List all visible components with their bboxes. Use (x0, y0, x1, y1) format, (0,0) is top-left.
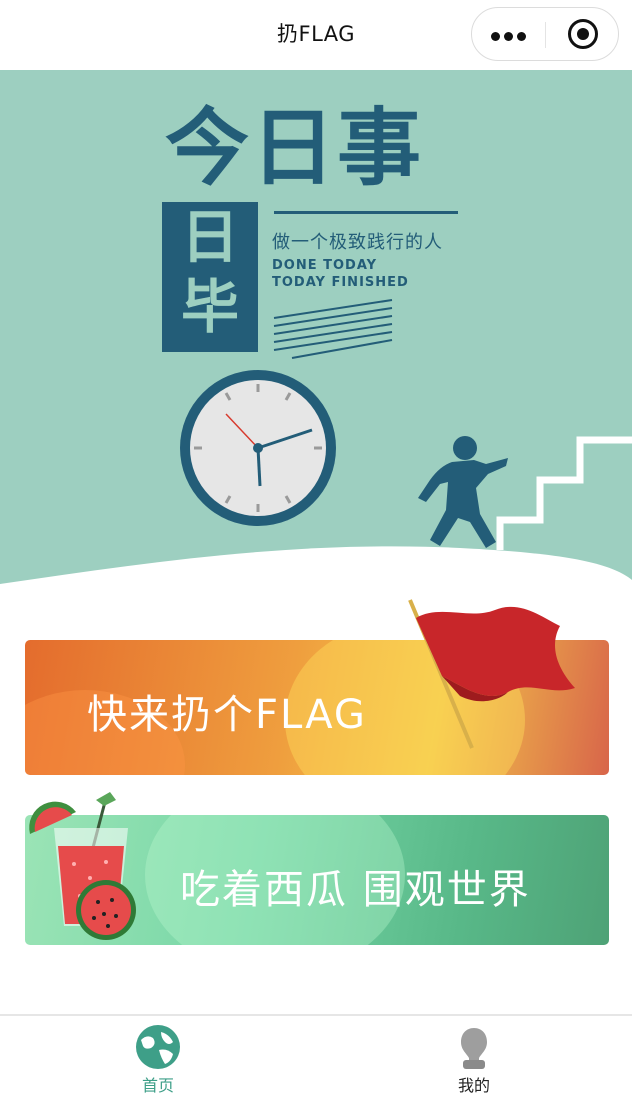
watermelon-juice-icon (29, 792, 136, 940)
more-button[interactable] (472, 8, 545, 62)
hero-headline: 今日事 (165, 99, 424, 197)
close-button[interactable] (546, 8, 619, 62)
tab-mine-label: 我的 (457, 1076, 490, 1095)
climbing-man-icon (418, 436, 508, 548)
user-profile-icon (461, 1028, 487, 1069)
tab-home-label: 首页 (141, 1076, 174, 1095)
watermelon-label: 吃着西瓜 围观世界 (180, 867, 531, 913)
target-close-dot (577, 28, 589, 40)
stairs-icon (496, 436, 632, 550)
tab-bar: 首页 我的 (0, 1014, 632, 1098)
clock-icon (180, 370, 336, 526)
capsule-divider (545, 22, 546, 48)
throw-flag-label: 快来扔个FLAG (87, 692, 367, 738)
hero-english-line-1: DONE TODAY (272, 258, 378, 273)
capsule-menu (471, 7, 619, 61)
more-dot (504, 32, 513, 41)
more-dot (517, 32, 526, 41)
hero-block-char-1: 日 (180, 203, 239, 271)
globe-icon (136, 1025, 180, 1069)
hero-wave (0, 546, 632, 600)
red-flag-icon (408, 599, 575, 749)
hero-divider (274, 211, 458, 214)
hero-slogan: 做一个极致践行的人 (272, 232, 443, 253)
banner-glow (145, 815, 405, 945)
hero-block-text: 日 毕 (162, 202, 258, 352)
hero-block-char-2: 毕 (180, 273, 239, 341)
hero-illustration (0, 299, 632, 600)
page-title: 扔FLAG (276, 22, 356, 46)
tab-home[interactable]: 首页 (0, 1016, 316, 1098)
hero-banner: 今日事 日 毕 做一个极致践行的人 DONE TODAY TODAY FINIS… (0, 70, 632, 600)
more-dots-icon (491, 32, 500, 41)
tab-mine[interactable]: 我的 (316, 1016, 632, 1098)
target-close-icon (568, 19, 598, 49)
hatch-decoration (273, 299, 393, 359)
navigation-bar: 扔FLAG (0, 0, 632, 70)
hero-english-line-2: TODAY FINISHED (272, 275, 409, 290)
